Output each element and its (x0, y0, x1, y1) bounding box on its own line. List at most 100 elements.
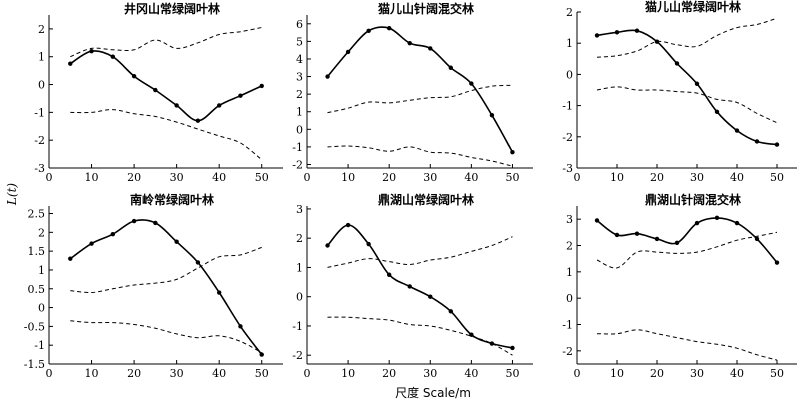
y-tick-label: -1 (562, 100, 573, 113)
y-tick-label: 1.5 (28, 245, 46, 258)
observed-line (69, 219, 263, 356)
observed-point (238, 324, 243, 329)
y-tick-label: -1 (34, 106, 45, 119)
observed-point (654, 236, 660, 242)
observed-point (216, 290, 222, 295)
observed-point (774, 260, 780, 265)
y-tick-label: -1 (562, 319, 573, 332)
x-tick-label: 0 (574, 367, 581, 380)
x-tick-label: 30 (423, 367, 437, 380)
y-tick-label: -3 (34, 162, 45, 175)
panel-title: 井冈山常绿阔叶林 (124, 1, 220, 16)
x-tick-label: 0 (304, 367, 311, 380)
observed-point (594, 218, 600, 223)
lower-envelope-line (596, 86, 778, 124)
observed-point (614, 30, 620, 35)
observed-point (174, 239, 179, 244)
x-tick-label: 0 (46, 367, 53, 380)
x-tick-label: 40 (464, 171, 478, 184)
y-tick-label: 2 (38, 23, 45, 36)
x-tick-label: 20 (382, 367, 396, 380)
x-tick-label: 50 (255, 171, 269, 184)
observed-point (489, 341, 495, 346)
observed-point (734, 220, 740, 226)
observed-point (325, 74, 330, 79)
observed-point (469, 81, 474, 86)
observed-point (428, 294, 433, 299)
observed-point (110, 232, 116, 237)
observed-point (754, 139, 760, 144)
y-tick-label: -2 (562, 345, 573, 358)
panel-3: 0 10 20 30 40 50 -3 -2 -1 0 1 2 猫儿山常绿阔叶林 (562, 0, 797, 184)
x-tick-label: 40 (730, 171, 744, 184)
x-tick-label: 20 (650, 171, 664, 184)
y-tick-label: -2 (292, 349, 303, 362)
y-tick-label: 0 (38, 302, 45, 315)
y-tick-label: 0 (296, 291, 303, 304)
y-tick-label: 1 (296, 261, 303, 274)
x-tick-label: 20 (382, 171, 396, 184)
observed-point (694, 81, 700, 86)
observed-point (195, 260, 201, 265)
y-tick-label: 3 (296, 203, 303, 216)
x-tick-label: 40 (464, 367, 478, 380)
upper-envelope-line (596, 17, 778, 58)
y-tick-label: 0 (38, 79, 45, 92)
observed-point (386, 272, 392, 277)
observed-line (596, 29, 778, 146)
observed-point (448, 309, 454, 314)
x-tick-label: 0 (574, 171, 581, 184)
observed-point (754, 236, 760, 242)
observed-point (174, 103, 179, 108)
observed-point (366, 28, 371, 34)
x-tick-label: 20 (650, 367, 664, 380)
x-tick-label: 10 (85, 367, 99, 380)
observed-point (131, 74, 137, 79)
x-tick-label: 10 (610, 367, 624, 380)
observed-point (407, 284, 412, 289)
x-tick-label: 10 (341, 171, 355, 184)
observed-point (510, 345, 515, 351)
observed-point (345, 49, 351, 55)
observed-point (89, 241, 94, 246)
lower-envelope-line (596, 329, 778, 361)
x-tick-label: 50 (505, 171, 519, 184)
y-tick-label: 2 (296, 88, 303, 101)
x-tick-label: 10 (341, 367, 355, 380)
upper-envelope-line (327, 236, 513, 268)
y-tick-label: 2 (566, 6, 573, 19)
x-tick-label: 10 (85, 171, 99, 184)
observed-point (216, 103, 222, 108)
panel-title: 猫儿山常绿阔叶林 (645, 0, 741, 14)
y-tick-label: -1 (34, 339, 45, 352)
observed-point (714, 109, 720, 115)
lower-envelope-line (70, 109, 263, 161)
observed-point (89, 48, 94, 54)
upper-envelope-line (70, 27, 262, 58)
observed-point (238, 93, 243, 98)
x-tick-label: 40 (212, 171, 226, 184)
panel-5: 0 10 20 30 40 50 -2 -1 0 1 2 3 鼎湖山常绿阔叶林 (292, 192, 533, 380)
observed-point (634, 28, 640, 33)
observed-point (469, 332, 474, 337)
observed-point (714, 215, 720, 221)
observed-point (694, 220, 700, 226)
upper-envelope-line (70, 246, 262, 294)
observed-point (325, 243, 330, 248)
y-tick-label: 1 (296, 106, 303, 119)
observed-point (654, 39, 660, 44)
x-tick-label: 20 (127, 367, 141, 380)
x-tick-label: 0 (304, 171, 311, 184)
upper-envelope-line (596, 231, 778, 269)
x-tick-label: 50 (770, 367, 784, 380)
observed-point (774, 142, 780, 147)
x-tick-label: 30 (690, 171, 704, 184)
y-tick-label: -0.5 (24, 320, 45, 333)
y-tick-label: -2 (292, 158, 303, 171)
lower-envelope-line (327, 316, 513, 356)
observed-line (326, 26, 514, 153)
observed-point (614, 232, 620, 238)
panel-title: 鼎湖山常绿阔叶林 (378, 192, 474, 207)
observed-point (448, 65, 454, 70)
